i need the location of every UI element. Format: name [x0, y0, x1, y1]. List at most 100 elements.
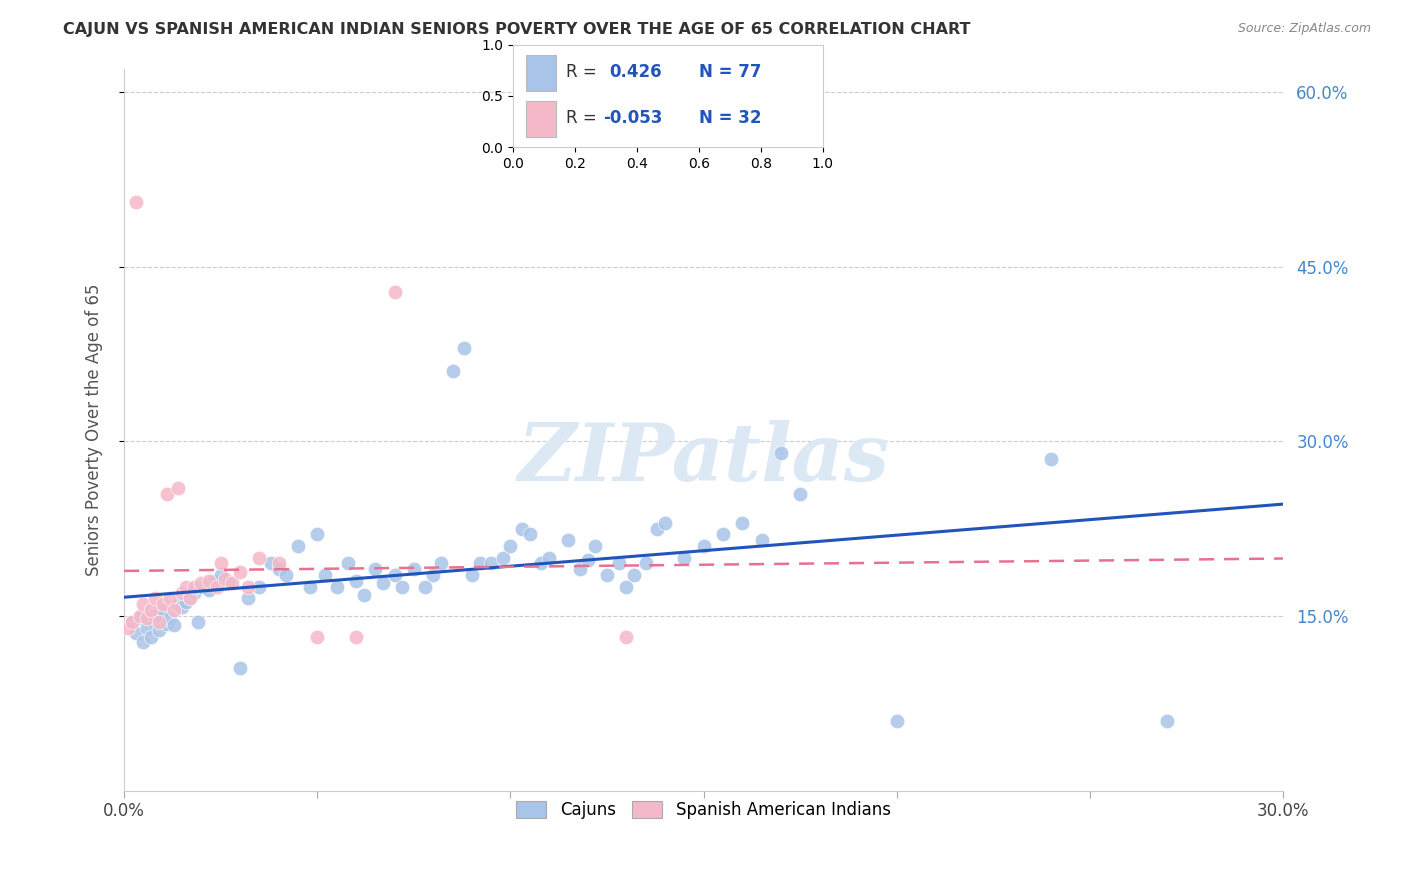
Point [585, 539, 607, 553]
Text: -0.053: -0.053 [603, 110, 662, 128]
Point [167, 597, 190, 611]
Point [121, 615, 143, 629]
Point [353, 588, 375, 602]
Point [236, 591, 259, 606]
Point [128, 611, 150, 625]
Point [125, 626, 148, 640]
Point [371, 576, 394, 591]
Point [569, 562, 592, 576]
Point [132, 634, 155, 648]
Bar [526, 55, 557, 91]
Point [179, 591, 201, 606]
Point [198, 574, 221, 588]
Point [623, 568, 645, 582]
Point [159, 611, 181, 625]
Point [453, 341, 475, 355]
Text: 0.426: 0.426 [609, 63, 662, 81]
Point [143, 591, 166, 606]
Point [479, 557, 502, 571]
Point [441, 364, 464, 378]
Legend: Cajuns, Spanish American Indians: Cajuns, Spanish American Indians [510, 794, 897, 826]
Point [384, 568, 406, 582]
Point [384, 285, 406, 300]
Point [152, 603, 174, 617]
Point [148, 615, 170, 629]
Point [634, 557, 657, 571]
Point [510, 522, 533, 536]
Point [260, 557, 283, 571]
Point [152, 597, 174, 611]
Point [143, 608, 166, 623]
Point [711, 527, 734, 541]
Point [198, 583, 221, 598]
Point [276, 568, 298, 582]
Point [136, 611, 159, 625]
Point [692, 539, 714, 553]
Point [125, 195, 148, 210]
Point [344, 630, 367, 644]
Point [148, 623, 170, 637]
Point [117, 621, 139, 635]
Point [364, 562, 387, 576]
Point [214, 572, 236, 586]
Point [654, 516, 676, 530]
Point [174, 595, 197, 609]
Point [596, 568, 619, 582]
Point [172, 599, 194, 614]
Point [314, 568, 336, 582]
Point [174, 580, 197, 594]
Point [430, 557, 453, 571]
Point [492, 550, 515, 565]
Point [247, 550, 270, 565]
Point [344, 574, 367, 588]
Point [163, 618, 186, 632]
Point [132, 597, 155, 611]
Point [209, 557, 232, 571]
Text: R =: R = [565, 63, 596, 81]
Point [422, 568, 444, 582]
Point [136, 621, 159, 635]
Text: CAJUN VS SPANISH AMERICAN INDIAN SENIORS POVERTY OVER THE AGE OF 65 CORRELATION : CAJUN VS SPANISH AMERICAN INDIAN SENIORS… [63, 22, 970, 37]
Point [519, 527, 541, 541]
Point [186, 615, 208, 629]
Point [159, 591, 181, 606]
Point [530, 557, 553, 571]
Point [141, 630, 163, 644]
Point [209, 568, 232, 582]
Point [886, 714, 908, 728]
Point [337, 557, 360, 571]
Point [229, 661, 252, 675]
Point [1040, 451, 1063, 466]
Point [267, 557, 290, 571]
Text: ZIPatlas: ZIPatlas [517, 420, 890, 497]
Point [538, 550, 561, 565]
Bar [526, 101, 557, 137]
Point [607, 557, 630, 571]
Point [167, 481, 190, 495]
Text: Source: ZipAtlas.com: Source: ZipAtlas.com [1237, 22, 1371, 36]
Text: N = 77: N = 77 [699, 63, 761, 81]
Point [614, 630, 637, 644]
Point [402, 562, 425, 576]
Point [141, 603, 163, 617]
Point [325, 580, 347, 594]
Point [183, 585, 205, 599]
Point [751, 533, 773, 548]
Point [614, 580, 637, 594]
Y-axis label: Seniors Poverty Over the Age of 65: Seniors Poverty Over the Age of 65 [86, 284, 103, 576]
Point [267, 562, 290, 576]
Point [221, 576, 243, 591]
Point [461, 568, 484, 582]
Point [156, 486, 179, 500]
Point [769, 446, 792, 460]
Point [201, 574, 224, 588]
Point [731, 516, 754, 530]
Point [499, 539, 522, 553]
Point [217, 576, 239, 591]
Point [163, 603, 186, 617]
Point [645, 522, 668, 536]
Point [307, 630, 329, 644]
Point [128, 608, 150, 623]
Point [468, 557, 491, 571]
Point [172, 585, 194, 599]
